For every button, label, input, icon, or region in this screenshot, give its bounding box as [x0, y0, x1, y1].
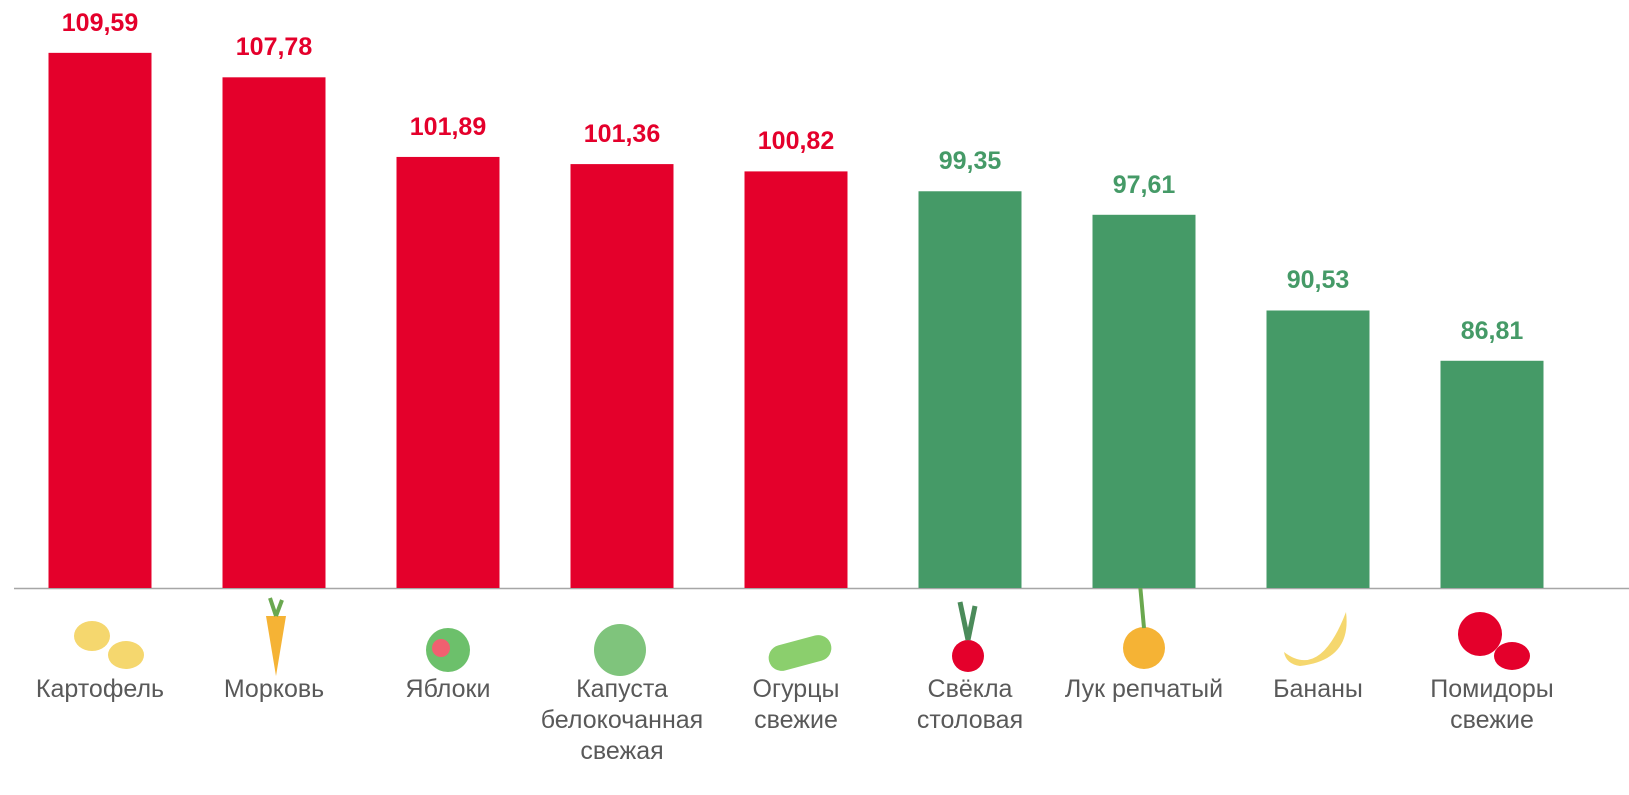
bar: [222, 77, 326, 589]
bar: [1266, 310, 1370, 588]
value-label: 90,53: [1286, 266, 1350, 295]
x-tick-label: Свёкла столовая: [916, 675, 1024, 734]
icon-cabbage: [594, 624, 646, 676]
x-tick-label: Капуста белокочанная свежая: [540, 675, 704, 765]
icon-carrot: [266, 616, 286, 676]
x-tick-label: Картофель: [35, 675, 165, 703]
value-label: 109,59: [61, 8, 139, 37]
icons: [74, 583, 1530, 676]
value-label: 99,35: [938, 147, 1002, 176]
value-label: 86,81: [1460, 316, 1524, 345]
bar: [1092, 214, 1196, 588]
icon-beet-leaf: [957, 601, 978, 641]
x-tick-label: Морковь: [223, 675, 325, 703]
value-label: 101,36: [583, 120, 661, 149]
icon-tomato: [1494, 642, 1530, 670]
icon-carrot-leaf: [268, 597, 284, 617]
bar: [744, 171, 848, 588]
value-label: 107,78: [235, 33, 313, 62]
icon-cucumber: [768, 635, 832, 671]
icon-onion-leaf: [1138, 583, 1146, 629]
x-tick-label: Лук репчатый: [1064, 675, 1224, 703]
x-tick-label: Помидоры свежие: [1430, 675, 1554, 734]
bar: [48, 52, 152, 588]
value-label: 100,82: [757, 127, 835, 156]
icon-potato: [74, 621, 110, 651]
icon-potato: [108, 641, 144, 669]
icon-beet: [952, 640, 984, 672]
icon-tomato: [1458, 612, 1502, 656]
icon-apple-spot: [432, 639, 450, 657]
x-tick-label: Огурцы свежие: [752, 675, 840, 734]
icon-onion: [1123, 627, 1165, 669]
bar: [1440, 360, 1544, 588]
x-tick-label: Бананы: [1273, 675, 1363, 703]
bar: [918, 191, 1022, 588]
icon-banana: [1284, 612, 1347, 666]
value-label: 97,61: [1112, 170, 1176, 199]
bar: [396, 156, 500, 588]
value-label: 101,89: [409, 112, 487, 141]
bar: [570, 164, 674, 588]
x-tick-label: Яблоки: [405, 675, 491, 703]
